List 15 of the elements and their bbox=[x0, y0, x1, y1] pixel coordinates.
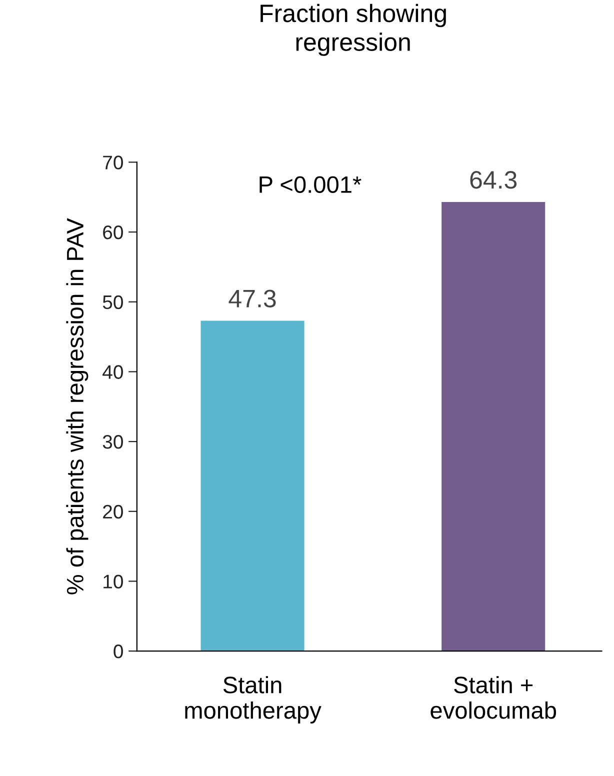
y-tick-label: 40 bbox=[102, 365, 123, 379]
y-tick-label: 50 bbox=[102, 295, 123, 310]
annotation: P <0.001* bbox=[260, 176, 362, 193]
x-tick-label: Statin + evolocumab bbox=[430, 676, 556, 719]
y-tick-label: 60 bbox=[103, 225, 123, 240]
y-tick-label: 70 bbox=[103, 156, 123, 170]
y-tick-label: 20 bbox=[103, 504, 123, 519]
y-tick-label: 0 bbox=[114, 644, 123, 658]
y-tick-label: 30 bbox=[102, 435, 123, 449]
data-label: 64.3 bbox=[470, 171, 517, 189]
y-axis-title: % of patients with regression in PAV bbox=[66, 218, 88, 594]
y-tick-label: 10 bbox=[104, 574, 123, 588]
chart-title: Fraction showing regression bbox=[260, 4, 446, 56]
data-label: 47.3 bbox=[228, 290, 276, 308]
x-tick-label: Statin monotherapy bbox=[185, 676, 322, 724]
